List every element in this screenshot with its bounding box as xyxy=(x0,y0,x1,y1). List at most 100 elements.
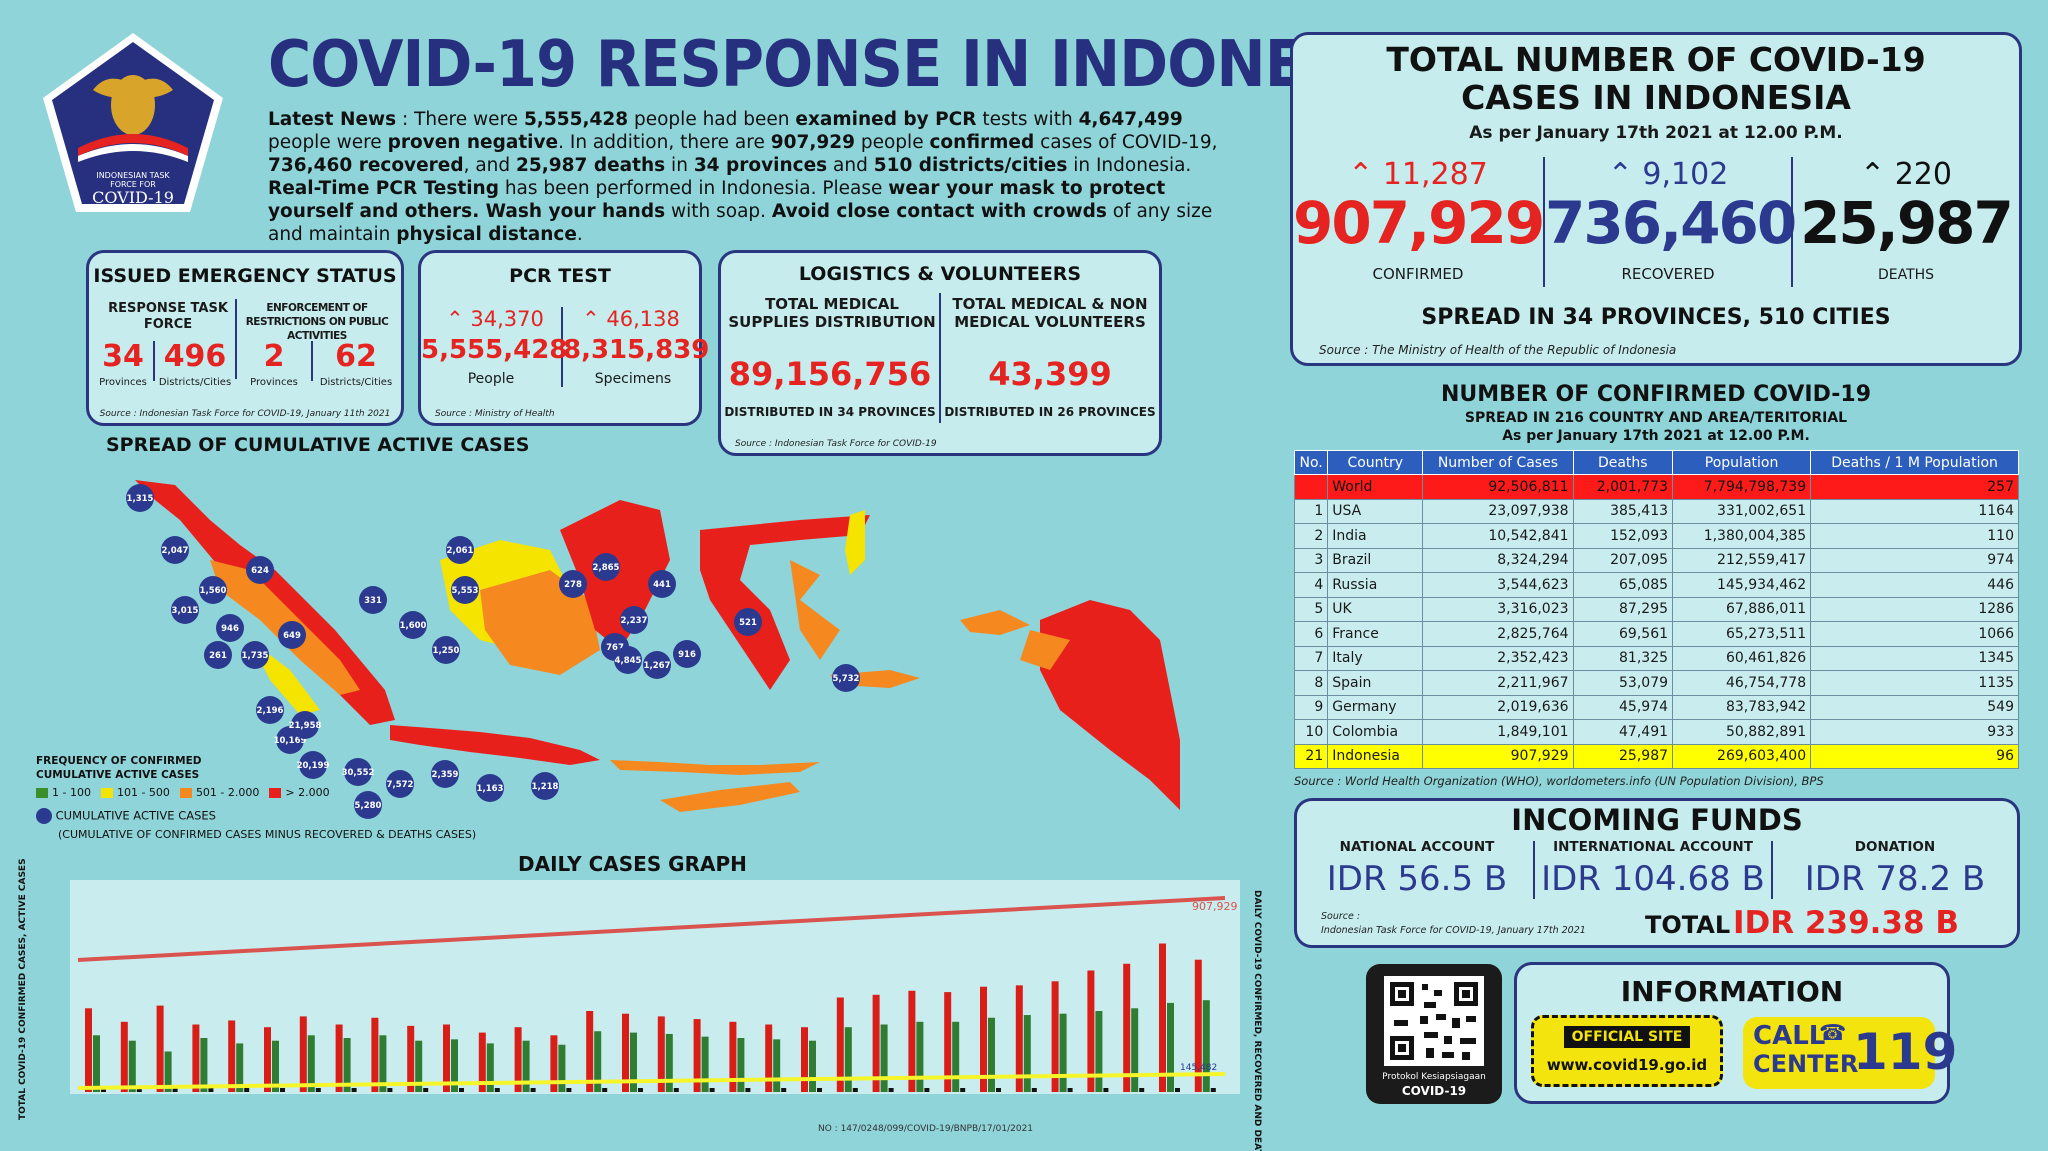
table-header-cell: Deaths xyxy=(1572,450,1674,475)
emergency-value-1: 34 xyxy=(102,339,144,374)
daily-confirmed-bar xyxy=(192,1024,200,1092)
news-seg: 907,929 xyxy=(770,132,855,153)
call-number: 119 xyxy=(1853,1023,1958,1081)
daily-recovered-bar xyxy=(1202,1000,1210,1092)
news-seg: 25,987 deaths xyxy=(516,155,666,176)
map-bubble-label: 21,958 xyxy=(289,721,322,731)
table-cell: 83,783,942 xyxy=(1672,694,1812,720)
official-site-button[interactable]: OFFICIAL SITE www.covid19.go.id xyxy=(1531,1015,1723,1087)
daily-confirmed-bar xyxy=(836,997,844,1092)
news-seg: 5,555,428 xyxy=(523,109,629,130)
legend-swatch xyxy=(100,788,113,798)
emergency-col2-title: ENFORCEMENT OF RESTRICTIONS ON PUBLIC AC… xyxy=(245,302,389,342)
legend-dot-row: CUMULATIVE ACTIVE CASES xyxy=(36,808,216,824)
table-cell: 46,754,778 xyxy=(1672,670,1812,696)
map-bubble xyxy=(446,536,474,564)
daily-death-bar xyxy=(1175,1088,1180,1092)
table-cell: 87,295 xyxy=(1572,596,1674,622)
daily-recovered-bar xyxy=(1095,1011,1103,1092)
deaths-label: DEATHS xyxy=(1877,267,1935,283)
daily-recovered-bar xyxy=(200,1038,208,1092)
table-cell: 385,413 xyxy=(1572,498,1674,524)
qr-card[interactable]: Protokol Kesiapsiagaan COVID-19 xyxy=(1366,964,1502,1104)
daily-recovered-bar xyxy=(343,1038,351,1092)
legend-dot-note: (CUMULATIVE OF CONFIRMED CASES MINUS REC… xyxy=(58,828,477,841)
table-cell: 269,603,400 xyxy=(1672,743,1812,769)
table-cell: 6 xyxy=(1293,621,1329,647)
map-bubble xyxy=(832,664,860,692)
funds-source-1: Source : xyxy=(1321,911,1361,922)
map-bubble-label: 4,845 xyxy=(615,656,642,666)
table-cell: 96 xyxy=(1810,743,2019,769)
news-seg: , and xyxy=(463,155,517,176)
world-table: No. Country Number of Cases Deaths Populatio… xyxy=(1293,450,2019,769)
emergency-value-4: 62 xyxy=(335,339,377,374)
table-cell: 23,097,938 xyxy=(1422,498,1574,524)
call-center-button[interactable]: CALL CENTER ☎ 119 xyxy=(1743,1017,1957,1089)
table-cell: 69,561 xyxy=(1572,621,1674,647)
daily-recovered-bar xyxy=(1131,1008,1139,1092)
increase-icon: ⌃ xyxy=(1860,157,1886,192)
news-seg: . In addition, there are xyxy=(558,132,771,153)
table-cell: 65,273,511 xyxy=(1672,621,1812,647)
daily-death-bar xyxy=(1103,1088,1109,1092)
daily-confirmed-bar xyxy=(120,1021,128,1092)
table-body: World 92,506,811 2,001,773 7,794,798,739 257… xyxy=(1293,474,2019,769)
daily-death-bar xyxy=(494,1088,500,1092)
legend-label: 501 - 2.000 xyxy=(195,786,260,799)
pcr-increase-2-value: 46,138 xyxy=(606,307,680,331)
legend-item: 101 - 500 xyxy=(100,786,170,799)
map-bubble-label: 916 xyxy=(678,650,696,660)
map-bubble xyxy=(246,556,274,584)
table-cell: 3 xyxy=(1293,547,1329,573)
table-cell: 257 xyxy=(1810,474,2019,500)
funds-national-value: IDR 56.5 B xyxy=(1326,859,1508,899)
news-seg: and xyxy=(827,155,874,176)
map-bubble-label: 5,732 xyxy=(833,674,860,684)
map-bubble xyxy=(620,606,648,634)
emergency-label-2: Districts/Cities xyxy=(158,377,232,388)
table-cell: 10 xyxy=(1293,719,1329,745)
legend-item: > 2.000 xyxy=(269,786,330,799)
daily-recovered-bar xyxy=(665,1033,673,1092)
table-cell: 1 xyxy=(1293,498,1329,524)
daily-confirmed-bar xyxy=(514,1027,522,1092)
daily-confirmed-bar xyxy=(765,1024,773,1092)
map-bubble xyxy=(399,611,427,639)
map-bubble-label: 1,600 xyxy=(400,621,427,631)
map-bubble xyxy=(161,536,189,564)
daily-confirmed-bar xyxy=(729,1021,737,1092)
table-row: 9 Germany 2,019,636 45,974 83,783,942 549 xyxy=(1293,694,2019,720)
increase-icon: ⌃ xyxy=(1348,157,1374,192)
table-cell: 8,324,294 xyxy=(1422,547,1574,573)
world-source: Source : World Health Organization (WHO)… xyxy=(1294,774,1824,788)
qr-caption-1: Protokol Kesiapsiagaan xyxy=(1382,1072,1486,1082)
funds-total-value: IDR 239.38 B xyxy=(1733,905,1959,941)
table-cell: 3,316,023 xyxy=(1422,596,1574,622)
map-bubble xyxy=(476,774,504,802)
total-as-of: As per January 17th 2021 at 12.00 P.M. xyxy=(1469,123,1843,143)
daily-y-right-label: DAILY COVID-19 CONFIRMED, RECOVERED AND … xyxy=(1252,890,1262,1151)
daily-recovered-bar xyxy=(486,1043,494,1092)
legend-title: FREQUENCY OF CONFIRMED CUMULATIVE ACTIVE… xyxy=(36,754,201,782)
legend-dot-icon xyxy=(36,808,52,824)
qr-caption-2: COVID-19 xyxy=(1401,1084,1467,1098)
daily-confirmed-bar xyxy=(85,1008,92,1092)
table-header-cell: Number of Cases xyxy=(1422,450,1574,475)
pcr-people-label: People xyxy=(467,371,515,387)
funds-source-2: Indonesian Task Force for COVID-19, Janu… xyxy=(1321,925,1586,936)
map-bubble-label: 624 xyxy=(251,566,269,576)
daily-death-bar xyxy=(280,1088,285,1092)
legend-dot-label: CUMULATIVE ACTIVE CASES xyxy=(55,808,216,823)
daily-confirmed-bar xyxy=(944,992,952,1092)
map-bubble-label: 1,163 xyxy=(477,784,504,794)
daily-confirmed-bar xyxy=(1194,959,1202,1092)
daily-recovered-bar xyxy=(558,1044,566,1092)
table-cell: Spain xyxy=(1327,670,1424,696)
logistics-volunteers-note: DISTRIBUTED IN 26 PROVINCES xyxy=(944,405,1156,419)
map-bubble xyxy=(386,770,414,798)
daily-recovered-bar xyxy=(93,1035,100,1092)
logo-text-2: FORCE FOR xyxy=(110,180,156,189)
confirmed-increase: ⌃ 11,287 xyxy=(1293,157,1543,192)
legend-item: 1 - 100 xyxy=(36,786,91,799)
